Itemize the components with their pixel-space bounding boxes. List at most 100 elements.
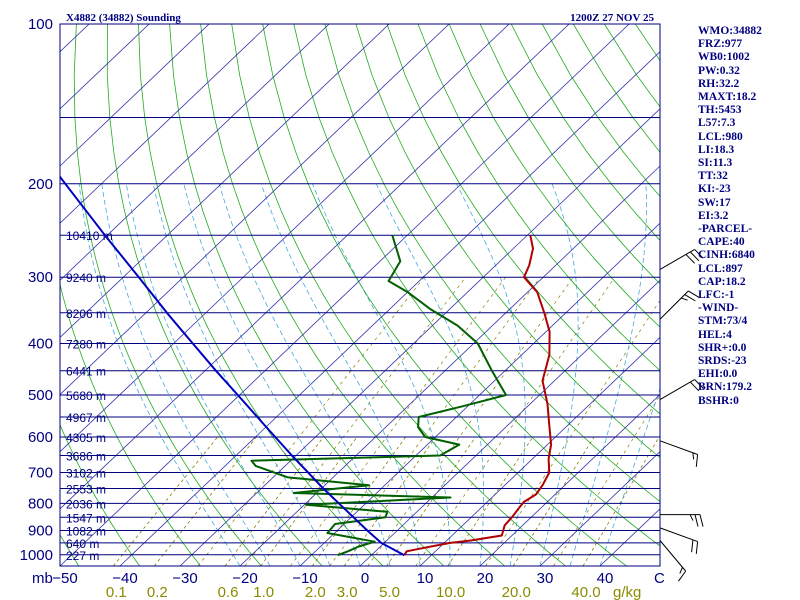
height-label: 9240 m bbox=[66, 271, 106, 285]
temperature-tick-label: −20 bbox=[232, 570, 257, 587]
dewpoint-profile bbox=[250, 234, 507, 557]
dry-adiabat-line bbox=[293, 24, 660, 547]
pressure-tick-label: 500 bbox=[28, 387, 53, 404]
wind-barb bbox=[659, 248, 704, 270]
skewt-background bbox=[0, 24, 800, 566]
dry-adiabat-line bbox=[60, 282, 201, 566]
dry-adiabat-line bbox=[417, 24, 660, 372]
wind-barb bbox=[659, 290, 700, 320]
pressure-unit-label: mb bbox=[32, 570, 53, 587]
isotherm-line bbox=[60, 24, 570, 510]
wind-barb-staff bbox=[659, 527, 698, 543]
index-entry: SW:17 bbox=[698, 196, 731, 209]
mixing-ratio-lines bbox=[113, 277, 660, 566]
moist-adiabat-line bbox=[599, 387, 660, 566]
mixing-ratio-line bbox=[197, 277, 425, 566]
chart-date: 1200Z 27 NOV 25 bbox=[570, 12, 654, 24]
index-entry: EHI:0.0 bbox=[698, 368, 738, 381]
temperature-unit-label: C bbox=[654, 570, 665, 587]
wind-barb-flag bbox=[699, 514, 704, 527]
index-entry: FRZ:977 bbox=[698, 38, 743, 51]
mixing-ratio-line bbox=[244, 277, 466, 566]
moist-adiabat-line bbox=[260, 183, 421, 566]
wind-barb-flag bbox=[694, 379, 704, 389]
wind-barb bbox=[659, 379, 704, 400]
mixing-ratio-line bbox=[113, 436, 218, 566]
isotherm-line bbox=[60, 24, 510, 453]
wind-barb-staff bbox=[659, 290, 689, 320]
sounding-indices-panel: WMO:34882 FRZ:977 WB0:1002 PW:0.32 RH:32.2 MA… bbox=[698, 25, 762, 408]
height-label: 7280 m bbox=[66, 338, 106, 352]
wind-barb-flag bbox=[695, 454, 699, 467]
height-label: 227 m bbox=[66, 549, 99, 563]
isotherm-line bbox=[119, 51, 660, 566]
pressure-tick-label: 800 bbox=[28, 495, 53, 512]
dry-adiabat-line bbox=[791, 24, 800, 566]
temperature-tick-label: −40 bbox=[112, 570, 137, 587]
mixing-ratio-tick-label: 10.0 bbox=[436, 584, 465, 600]
index-entry: PW:0.32 bbox=[698, 64, 740, 77]
moist-adiabat-line bbox=[152, 183, 331, 566]
index-entry: TT:32 bbox=[698, 170, 728, 183]
dry-adiabat-line bbox=[355, 24, 660, 459]
isotherm-line bbox=[60, 24, 330, 281]
mixing-ratio-tick-label: 0.2 bbox=[147, 584, 168, 600]
dry-adiabat-line bbox=[60, 423, 141, 566]
height-label: 640 m bbox=[66, 537, 99, 551]
wind-barb bbox=[660, 514, 704, 527]
moist-adiabat-line bbox=[183, 183, 361, 566]
index-entry: -PARCEL- bbox=[698, 223, 753, 236]
index-entry: LCL:897 bbox=[698, 262, 743, 275]
mixing-ratio-tick-label: 0.1 bbox=[106, 584, 127, 600]
height-label: 10410 m bbox=[66, 229, 113, 243]
moist-adiabat-line bbox=[125, 183, 301, 566]
wind-barb-flag bbox=[679, 567, 683, 574]
wind-barb-flag bbox=[695, 541, 699, 554]
pressure-axis: 100 200 300 400 500 600 700 800 900 1000 bbox=[20, 16, 53, 564]
wind-barb-flag bbox=[689, 251, 700, 262]
mixing-ratio-axis: 0.1 0.2 0.6 1.0 2.0 3.0 5.0 10.0 20.0 40.0 g/kg bbox=[106, 584, 641, 600]
pressure-tick-label: 100 bbox=[28, 16, 53, 33]
index-entry: KI:-23 bbox=[698, 183, 731, 196]
height-label: 6441 m bbox=[66, 365, 106, 379]
isotherm-line bbox=[359, 279, 660, 566]
pressure-tick-label: 300 bbox=[28, 269, 53, 286]
mixing-ratio-tick-label: 0.6 bbox=[218, 584, 239, 600]
index-entry: SHR+:0.0 bbox=[698, 341, 747, 354]
pressure-tick-label: 900 bbox=[28, 522, 53, 539]
wind-barb-flag bbox=[691, 539, 694, 553]
wind-barb-flag bbox=[684, 294, 696, 302]
height-label: 3686 m bbox=[66, 449, 106, 463]
pressure-tick-label: 700 bbox=[28, 465, 53, 482]
pressure-tick-label: 1000 bbox=[20, 547, 53, 564]
isotherm-line bbox=[0, 24, 29, 566]
index-entry: WB0:1002 bbox=[698, 51, 750, 64]
index-entry: TH:5453 bbox=[698, 104, 742, 117]
dry-adiabat-line bbox=[200, 24, 505, 566]
index-entry: BSHR:0 bbox=[698, 394, 739, 407]
index-entry: RH:32.2 bbox=[698, 77, 740, 90]
index-entry: BRN:179.2 bbox=[698, 381, 752, 394]
temperature-tick-label: −50 bbox=[52, 570, 77, 587]
mixing-ratio-tick-label: 1.0 bbox=[253, 584, 274, 600]
mixing-ratio-line bbox=[386, 436, 476, 566]
dry-adiabat-line bbox=[324, 24, 660, 503]
temperature-tick-label: −10 bbox=[292, 570, 317, 587]
height-label: 8206 m bbox=[66, 307, 106, 321]
dry-adiabat-line bbox=[386, 24, 660, 415]
wind-barb-flag bbox=[689, 381, 700, 392]
temperature-tick-label: 0 bbox=[361, 570, 369, 587]
index-entry: LCL:980 bbox=[698, 130, 743, 143]
index-entry: SRDS:-23 bbox=[698, 355, 747, 368]
dry-adiabat-line bbox=[138, 24, 384, 566]
wind-barb-staff bbox=[659, 248, 695, 270]
mixing-ratio-tick-label: 40.0 bbox=[571, 584, 600, 600]
isotherm-line bbox=[60, 24, 390, 338]
temperature-tick-label: 40 bbox=[597, 570, 614, 587]
isotherm-line bbox=[60, 24, 630, 566]
isotherm-line bbox=[60, 24, 270, 224]
height-label: 1547 m bbox=[66, 511, 106, 525]
isotherm-line bbox=[179, 108, 660, 566]
mixing-ratio-line bbox=[447, 436, 534, 566]
